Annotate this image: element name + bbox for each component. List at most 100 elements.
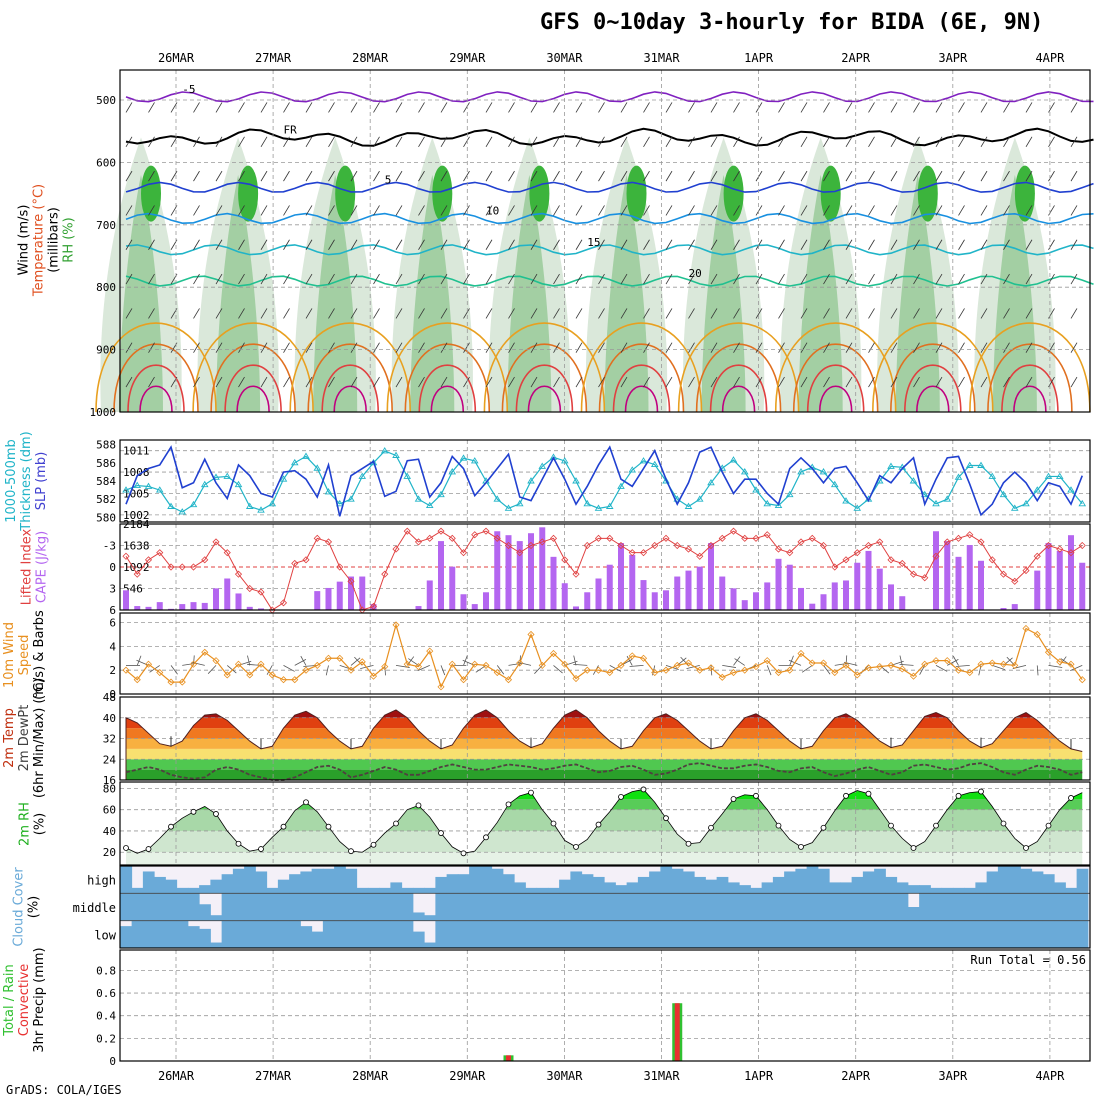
- panel-label-line: (%): [33, 813, 48, 836]
- cloud-bar: [221, 893, 234, 921]
- rh-frame: [119, 781, 1091, 866]
- wind-barb: [733, 205, 740, 216]
- isotherm-label: FR: [284, 123, 298, 136]
- wind-barb: [688, 170, 695, 182]
- cape-bar: [201, 602, 208, 610]
- wind-barb: [418, 273, 425, 285]
- lifted-index-point: [572, 570, 580, 578]
- panel-label-line: Wind (m/s): [17, 205, 32, 276]
- cloud-bar: [345, 920, 358, 948]
- wind-barb: [530, 308, 538, 319]
- thickness-point: [290, 458, 299, 466]
- rh-point: [888, 822, 894, 829]
- wind-barb: [553, 170, 560, 182]
- wind-speed-point: [201, 648, 209, 656]
- cloud-bar: [761, 893, 774, 921]
- precip-frame: [119, 949, 1091, 1062]
- cloud-bar: [727, 893, 740, 921]
- cloud-bar: [626, 920, 639, 948]
- cape-bar: [629, 554, 636, 610]
- rh-shade: [798, 174, 843, 412]
- top-date-label: 27MAR: [255, 51, 292, 65]
- lifted-index-point: [819, 541, 828, 550]
- cloud-bar: [390, 893, 403, 921]
- wind-barb: [553, 376, 560, 388]
- wind-barb: [643, 102, 650, 113]
- cloud-bar: [536, 920, 549, 948]
- thickness-point: [909, 477, 918, 484]
- cape-bar: [595, 578, 602, 610]
- wind-barb-10m: [789, 655, 794, 666]
- cloud-bar: [1020, 920, 1033, 948]
- cloud-bar: [165, 920, 178, 948]
- lifted-index-point: [347, 577, 355, 585]
- wind-barb: [238, 239, 245, 250]
- wind-barb: [283, 376, 290, 388]
- thickness-point: [234, 480, 243, 488]
- wind-barb: [463, 308, 470, 319]
- lifted-index-point: [527, 541, 535, 550]
- cloud-bar: [514, 882, 526, 894]
- wind-barb: [373, 170, 380, 182]
- wind-barb: [980, 308, 988, 319]
- wind-barb: [643, 239, 650, 250]
- thickness-point: [999, 490, 1008, 498]
- isotherm-dome: [806, 364, 865, 413]
- isotherm-dome: [580, 322, 703, 413]
- wind-speed-point: [246, 671, 254, 679]
- cape-bar: [944, 541, 951, 610]
- cloud-bar: [255, 871, 268, 894]
- isotherm-dome: [624, 385, 659, 413]
- cloud-bar: [401, 920, 414, 948]
- lifted-index-point: [189, 563, 198, 571]
- wind-barb: [733, 376, 740, 388]
- wind-barb: [710, 136, 718, 148]
- y-tick-label: 0.2: [96, 1032, 116, 1045]
- wind-barb: [508, 136, 515, 148]
- thickness-point: [527, 477, 535, 484]
- lifted-index-point: [628, 549, 636, 557]
- cape-bar: [955, 556, 962, 610]
- wind-speed-point: [369, 672, 378, 680]
- thickness-point: [470, 457, 479, 464]
- cloud-bar: [682, 871, 695, 894]
- wind-barb: [283, 239, 290, 250]
- y-tick-label: 24: [103, 753, 117, 766]
- isotherm-dome: [307, 343, 393, 413]
- wind-barb: [395, 376, 403, 388]
- cape-bar: [348, 576, 354, 610]
- lifted-index-point: [279, 599, 288, 607]
- wind-barb: [733, 170, 740, 182]
- cloud-bar: [311, 868, 324, 894]
- cloud-bar: [536, 887, 549, 894]
- cloud-bar: [412, 887, 425, 894]
- cloud-bar: [986, 920, 999, 948]
- isotherm-line: [125, 91, 1094, 103]
- cloud-bar: [817, 893, 830, 921]
- wind-barb: [665, 205, 673, 216]
- wind-barb: [260, 205, 268, 216]
- wind-barb: [823, 308, 830, 319]
- cloud-bar: [761, 920, 774, 948]
- wind-speed-point: [786, 666, 794, 674]
- wind-speed-point: [819, 659, 828, 667]
- thickness-point: [403, 472, 412, 479]
- cloud-bar: [907, 907, 920, 921]
- rh-point: [618, 793, 624, 800]
- wind-barb: [418, 376, 425, 388]
- wind-barb: [193, 308, 200, 319]
- cloud-bar: [277, 893, 290, 921]
- wind-barb: [868, 239, 875, 250]
- cloud-bar: [514, 920, 526, 948]
- wind-barb: [485, 205, 493, 216]
- cloud-bar: [502, 874, 515, 894]
- wind-barb: [935, 102, 943, 113]
- rh-point: [325, 823, 332, 830]
- cloud-bar: [907, 920, 920, 948]
- wind-barb-10m: [534, 665, 543, 674]
- wind-speed-point: [606, 668, 614, 677]
- wind-speed-point: [336, 654, 344, 662]
- wind-barb: [125, 273, 133, 285]
- wind-barb: [373, 136, 380, 148]
- temp-band: [120, 697, 1090, 707]
